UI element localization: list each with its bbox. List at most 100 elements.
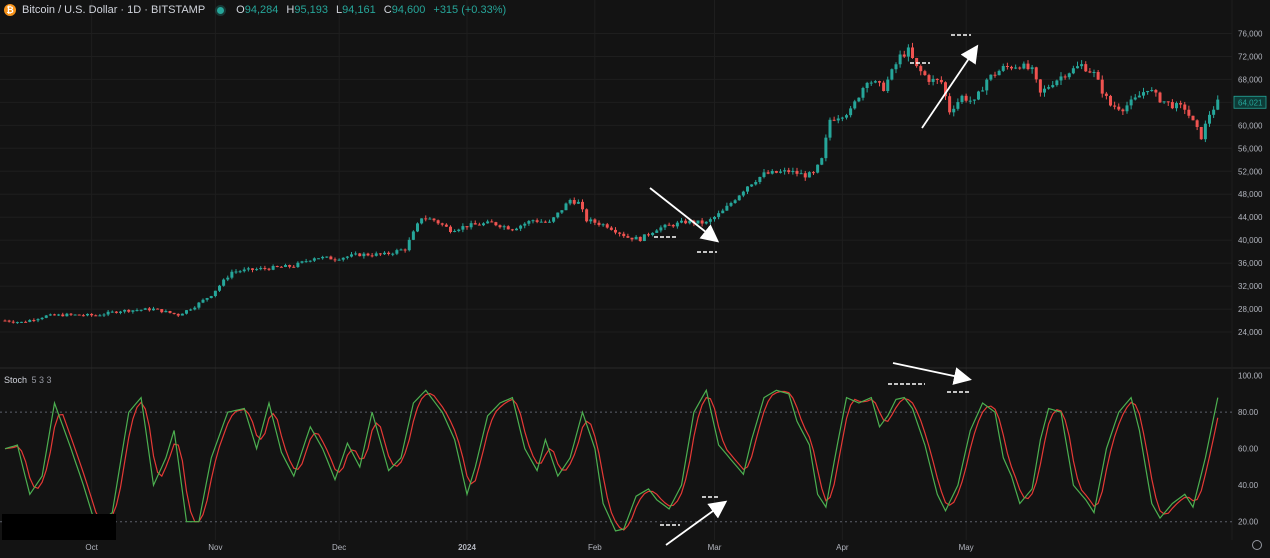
candle bbox=[449, 225, 452, 234]
candle bbox=[993, 71, 997, 78]
candle bbox=[725, 202, 729, 211]
candle bbox=[1092, 69, 1096, 78]
candle-body bbox=[713, 216, 716, 220]
candle bbox=[552, 217, 556, 224]
candle bbox=[1117, 103, 1121, 112]
candle bbox=[878, 80, 881, 87]
candle bbox=[3, 319, 7, 322]
time-tick-label: 2024 bbox=[458, 543, 476, 552]
candle bbox=[185, 309, 188, 315]
candle-body bbox=[53, 314, 56, 316]
candle-body bbox=[28, 320, 32, 322]
candle bbox=[956, 98, 960, 111]
candle bbox=[803, 170, 807, 181]
candle bbox=[20, 321, 23, 323]
candle-body bbox=[304, 261, 308, 263]
candle bbox=[1109, 94, 1112, 107]
candle-body bbox=[147, 308, 151, 311]
candle-body bbox=[242, 269, 246, 272]
candle bbox=[465, 226, 469, 230]
candle bbox=[902, 50, 906, 58]
candle bbox=[671, 224, 675, 228]
candle bbox=[61, 312, 65, 317]
candle-body bbox=[952, 108, 956, 113]
ohlc-open: O94,284 bbox=[236, 4, 280, 16]
annotation-arrow bbox=[665, 500, 728, 546]
candle-body bbox=[176, 313, 180, 316]
candle bbox=[857, 97, 861, 103]
candle-body bbox=[279, 266, 283, 268]
candle bbox=[1096, 69, 1100, 80]
candle bbox=[304, 258, 308, 263]
candle-body bbox=[1092, 71, 1096, 73]
candle bbox=[886, 76, 890, 93]
candle-body bbox=[820, 158, 824, 165]
candle bbox=[40, 317, 44, 321]
candle bbox=[77, 314, 81, 316]
candle-body bbox=[1109, 95, 1112, 106]
candle-body bbox=[832, 119, 836, 121]
candle bbox=[502, 224, 506, 230]
candle bbox=[432, 218, 436, 222]
candle-body bbox=[90, 313, 94, 316]
candle-body bbox=[160, 309, 164, 313]
candle bbox=[119, 310, 122, 315]
candle bbox=[944, 81, 947, 100]
candle-body bbox=[494, 222, 498, 226]
candle bbox=[127, 309, 131, 313]
last-price-label: 64,021 bbox=[1238, 98, 1263, 107]
candle-body bbox=[226, 277, 230, 280]
time-tick-label: Feb bbox=[588, 543, 602, 552]
stoch-indicator-label[interactable]: Stoch 5 3 3 bbox=[4, 375, 52, 385]
candle-body bbox=[1005, 66, 1009, 68]
candle-body bbox=[1129, 99, 1133, 106]
candle-body bbox=[849, 108, 853, 116]
candle bbox=[708, 217, 712, 225]
gear-icon[interactable] bbox=[1252, 540, 1262, 550]
candle bbox=[638, 236, 642, 242]
candle bbox=[548, 219, 551, 223]
bitcoin-icon: ₿ bbox=[4, 4, 16, 16]
candle bbox=[168, 310, 172, 314]
candle-body bbox=[1047, 87, 1051, 89]
candle-body bbox=[197, 302, 201, 308]
time-tick-label: Nov bbox=[208, 543, 222, 552]
candle bbox=[964, 93, 968, 103]
candle bbox=[234, 269, 238, 274]
candle-body bbox=[255, 269, 259, 271]
candle-body bbox=[164, 310, 168, 313]
candle-body bbox=[341, 257, 345, 260]
candle bbox=[15, 321, 19, 324]
annotation-arrow bbox=[649, 187, 720, 243]
candle bbox=[69, 312, 73, 317]
candle bbox=[630, 237, 634, 242]
candle bbox=[667, 222, 671, 226]
candle bbox=[350, 251, 353, 258]
candle bbox=[366, 252, 370, 257]
candle-body bbox=[642, 234, 646, 242]
candle-body bbox=[424, 218, 428, 220]
candle-body bbox=[655, 230, 659, 233]
candle bbox=[911, 42, 914, 59]
candle-body bbox=[449, 226, 452, 232]
candle-body bbox=[374, 253, 378, 256]
candle bbox=[288, 264, 292, 269]
candle bbox=[222, 278, 226, 287]
candle bbox=[845, 113, 848, 120]
candle bbox=[597, 220, 601, 227]
candle-body bbox=[1179, 103, 1183, 105]
candle-body bbox=[659, 227, 663, 231]
candle-body bbox=[1142, 92, 1145, 96]
candle bbox=[754, 179, 758, 186]
candle-body bbox=[997, 70, 1001, 76]
candle-body bbox=[73, 314, 77, 316]
symbol-title[interactable]: Bitcoin / U.S. Dollar · 1D · BITSTAMP bbox=[22, 4, 206, 16]
candle-body bbox=[878, 81, 881, 83]
candle bbox=[341, 257, 345, 262]
candle bbox=[618, 231, 622, 237]
candle bbox=[1030, 65, 1034, 74]
candle bbox=[279, 266, 283, 268]
candle bbox=[981, 86, 985, 92]
